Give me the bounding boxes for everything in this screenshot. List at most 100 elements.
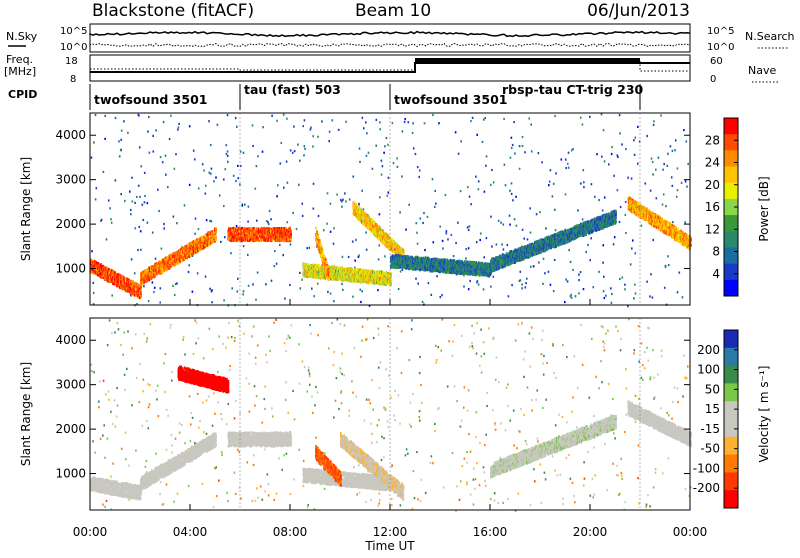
power-speckle-332 bbox=[277, 184, 279, 186]
power-speckle-652 bbox=[568, 167, 570, 169]
power-speckle-582 bbox=[580, 271, 582, 273]
power-speckle-336 bbox=[396, 157, 398, 159]
power-speckle-501 bbox=[457, 222, 459, 224]
power-speckle-308 bbox=[358, 203, 360, 205]
power-band-2-cell-3219 bbox=[290, 236, 292, 239]
power-speckle-123 bbox=[174, 168, 176, 170]
power-speckle-644 bbox=[309, 247, 311, 249]
power-speckle-666 bbox=[432, 114, 434, 116]
power-speckle-512 bbox=[468, 247, 470, 249]
power-speckle-307 bbox=[274, 250, 276, 252]
power-speckle-333 bbox=[619, 278, 621, 280]
power-speckle-356 bbox=[468, 229, 470, 231]
sky-tick-bottom: 10^0 bbox=[60, 42, 87, 53]
power-speckle-81 bbox=[311, 288, 313, 290]
power-speckle-190 bbox=[148, 116, 150, 118]
power-speckle-234 bbox=[333, 300, 335, 302]
power-speckle-129 bbox=[539, 211, 541, 213]
power-speckle-347 bbox=[583, 169, 585, 171]
sky-label: N.Sky bbox=[6, 30, 38, 43]
power-speckle-627 bbox=[565, 159, 567, 161]
power-speckle-238 bbox=[470, 203, 472, 205]
power-speckle-325 bbox=[469, 196, 471, 198]
power-speckle-97 bbox=[516, 225, 518, 227]
power-speckle-291 bbox=[501, 243, 503, 245]
power-speckle-564 bbox=[223, 299, 225, 301]
power-speckle-457 bbox=[635, 252, 637, 254]
power-speckle-531 bbox=[676, 196, 678, 198]
power-speckle-174 bbox=[555, 172, 557, 174]
power-speckle-115 bbox=[485, 165, 487, 167]
power-speckle-210 bbox=[664, 287, 666, 289]
power-speckle-504 bbox=[652, 296, 654, 298]
power-speckle-484 bbox=[568, 249, 570, 251]
power-speckle-28 bbox=[244, 204, 246, 206]
power-speckle-385 bbox=[645, 182, 647, 184]
power-speckle-195 bbox=[271, 280, 273, 282]
cpid-mode-2: tau (fast) 503 bbox=[244, 82, 341, 97]
power-speckle-337 bbox=[523, 238, 525, 240]
power-speckle-24 bbox=[118, 140, 120, 142]
power-speckle-607 bbox=[366, 249, 368, 251]
power-speckle-513 bbox=[193, 150, 195, 152]
power-speckle-12 bbox=[509, 224, 511, 226]
power-speckle-383 bbox=[420, 217, 422, 219]
power-speckle-456 bbox=[611, 293, 613, 295]
power-speckle-500 bbox=[194, 233, 196, 235]
power-speckle-566 bbox=[188, 264, 190, 266]
power-speckle-161 bbox=[248, 285, 250, 287]
power-speckle-520 bbox=[490, 286, 492, 288]
power-speckle-374 bbox=[224, 236, 226, 238]
power-speckle-391 bbox=[478, 180, 480, 182]
power-speckle-380 bbox=[468, 288, 470, 290]
power-speckle-227 bbox=[402, 269, 404, 271]
power-speckle-87 bbox=[384, 145, 386, 147]
power-speckle-480 bbox=[313, 208, 315, 210]
power-speckle-571 bbox=[602, 209, 604, 211]
power-speckle-248 bbox=[500, 222, 502, 224]
power-speckle-609 bbox=[490, 184, 492, 186]
radar-summary-plot: Blackstone (fitACF) Beam 10 06/Jun/2013 … bbox=[0, 0, 800, 554]
power-speckle-610 bbox=[379, 213, 381, 215]
power-speckle-91 bbox=[472, 117, 474, 119]
power-speckle-204 bbox=[93, 282, 95, 284]
power-speckle-193 bbox=[178, 126, 180, 128]
power-speckle-272 bbox=[602, 262, 604, 264]
power-speckle-505 bbox=[620, 206, 622, 208]
power-speckle-348 bbox=[653, 120, 655, 122]
power-speckle-603 bbox=[672, 185, 674, 187]
power-speckle-294 bbox=[633, 297, 635, 299]
power-speckle-286 bbox=[270, 218, 272, 220]
power-speckle-579 bbox=[144, 195, 146, 197]
power-speckle-598 bbox=[382, 165, 384, 167]
power-speckle-625 bbox=[670, 145, 672, 147]
power-speckle-141 bbox=[465, 248, 467, 250]
power-speckle-451 bbox=[553, 183, 555, 185]
power-speckle-232 bbox=[604, 297, 606, 299]
power-band-0-cell-1370 bbox=[140, 291, 142, 294]
power-speckle-393 bbox=[292, 212, 294, 214]
power-speckle-444 bbox=[358, 255, 360, 257]
power-speckle-90 bbox=[633, 139, 635, 141]
power-speckle-414 bbox=[458, 153, 460, 155]
power-speckle-203 bbox=[333, 227, 335, 229]
power-speckle-335 bbox=[591, 183, 593, 185]
power-speckle-109 bbox=[366, 132, 368, 134]
power-speckle-613 bbox=[345, 200, 347, 202]
power-speckle-412 bbox=[521, 283, 523, 285]
power-speckle-355 bbox=[188, 271, 190, 273]
power-speckle-301 bbox=[460, 190, 462, 192]
power-speckle-367 bbox=[330, 293, 332, 295]
power-speckle-225 bbox=[155, 129, 157, 131]
power-speckle-594 bbox=[303, 154, 305, 156]
power-speckle-5 bbox=[317, 136, 319, 138]
power-speckle-361 bbox=[379, 196, 381, 198]
power-speckle-312 bbox=[300, 287, 302, 289]
power-speckle-665 bbox=[292, 152, 294, 154]
power-band-2-cell-3205 bbox=[289, 227, 291, 230]
power-speckle-431 bbox=[652, 173, 654, 175]
power-speckle-615 bbox=[381, 174, 383, 176]
power-speckle-378 bbox=[302, 125, 304, 127]
power-speckle-324 bbox=[93, 141, 95, 143]
power-speckle-386 bbox=[237, 290, 239, 292]
